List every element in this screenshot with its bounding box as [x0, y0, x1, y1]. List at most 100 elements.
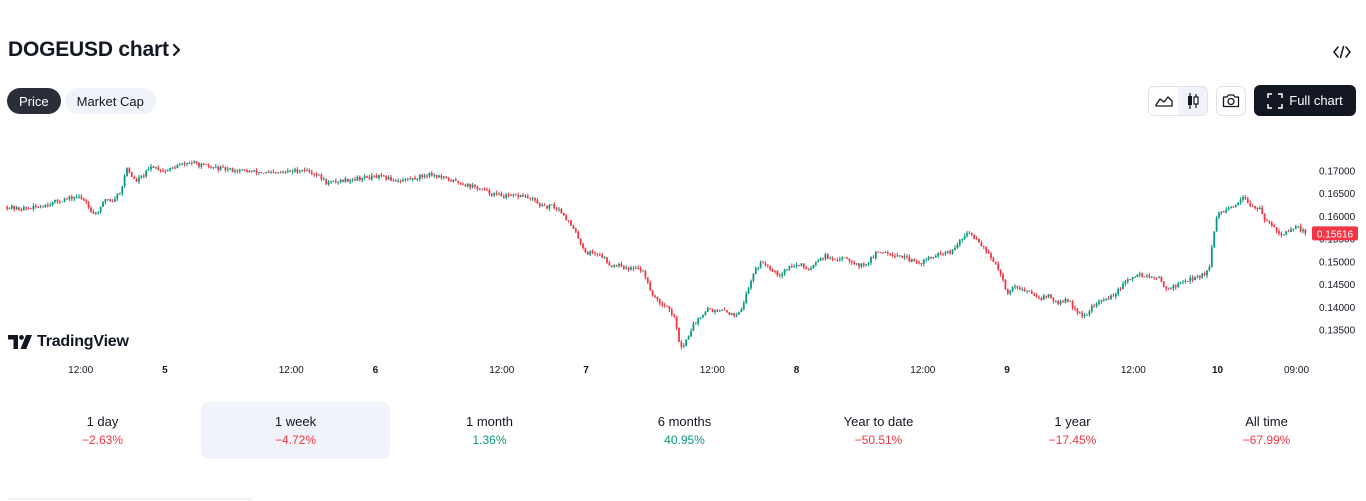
candle	[1201, 272, 1204, 279]
candle	[721, 309, 724, 311]
tab-market-cap[interactable]: Market Cap	[64, 88, 156, 114]
candle	[865, 263, 868, 267]
candle	[766, 264, 769, 268]
tradingview-logo[interactable]: TradingView	[8, 333, 129, 351]
candle	[930, 256, 932, 260]
candle	[579, 238, 582, 246]
candle	[757, 266, 760, 271]
candle	[781, 272, 784, 279]
candle	[306, 167, 308, 172]
candle	[1023, 287, 1026, 292]
candle	[169, 167, 172, 172]
candle	[27, 206, 30, 210]
last-price-label: 0.15616	[1317, 229, 1354, 240]
candle	[514, 193, 517, 196]
candle	[1059, 299, 1062, 306]
period-6-months[interactable]: 6 months 40.95%	[590, 402, 779, 459]
period-1-day[interactable]: 1 day −2.63%	[8, 402, 197, 459]
candle	[375, 173, 378, 179]
candle	[1186, 280, 1189, 282]
candle	[58, 199, 61, 205]
period-1-week[interactable]: 1 week −4.72%	[201, 402, 390, 459]
y-tick-label: 0.17000	[1319, 166, 1356, 177]
candle	[980, 240, 983, 247]
period-1-month[interactable]: 1 month 1.36%	[395, 402, 584, 459]
period-year-to-date[interactable]: Year to date −50.51%	[784, 402, 973, 459]
chart-title-link[interactable]: DOGEUSD chart	[8, 38, 182, 62]
candle	[308, 168, 311, 174]
candle	[406, 177, 409, 182]
candle	[1287, 229, 1290, 233]
candle	[711, 308, 714, 313]
candle	[145, 169, 148, 178]
candle	[577, 230, 580, 239]
candle	[438, 174, 440, 179]
snapshot-button[interactable]	[1216, 85, 1246, 116]
candle	[1215, 215, 1218, 232]
candle	[793, 264, 796, 268]
candle	[90, 205, 92, 213]
candle	[186, 162, 188, 166]
candle	[1182, 279, 1184, 285]
period-all-time[interactable]: All time −67.99%	[1172, 402, 1361, 459]
candle	[510, 193, 512, 196]
candle	[214, 164, 217, 169]
candle	[272, 169, 275, 174]
candle	[718, 309, 721, 312]
candle	[198, 161, 200, 169]
candle	[901, 255, 904, 259]
candle	[1148, 272, 1151, 279]
tab-price[interactable]: Price	[7, 88, 61, 114]
y-tick-label: 0.16000	[1319, 212, 1356, 223]
candle-style-button[interactable]	[1178, 86, 1207, 115]
candle	[1114, 292, 1117, 300]
candle	[829, 256, 832, 260]
candle	[1150, 276, 1153, 279]
embed-code-button[interactable]	[1328, 40, 1356, 64]
candle	[1256, 206, 1259, 212]
candle	[483, 187, 486, 191]
candle	[567, 220, 570, 223]
candle	[1038, 295, 1040, 300]
candle	[75, 194, 78, 199]
price-chart[interactable]: 0.170000.165000.160000.155000.150000.145…	[0, 128, 1366, 378]
candle	[402, 177, 404, 183]
candle	[205, 163, 208, 166]
candle	[764, 261, 767, 267]
candle	[298, 169, 301, 174]
candle	[488, 188, 491, 196]
x-tick-label: 12:00	[1121, 365, 1146, 376]
candle	[685, 339, 688, 347]
candle	[814, 261, 817, 267]
candle	[817, 258, 820, 263]
candle	[1237, 202, 1240, 206]
candle	[1263, 213, 1266, 223]
candle	[1218, 211, 1220, 220]
candle	[649, 280, 652, 292]
candle	[61, 201, 64, 203]
period-1-year[interactable]: 1 year −17.45%	[978, 402, 1167, 459]
candle	[853, 260, 856, 266]
last-price-marker: 0.15616	[1312, 226, 1358, 241]
candle	[572, 224, 575, 230]
page-title: DOGEUSD chart	[8, 38, 169, 61]
area-style-button[interactable]	[1149, 87, 1178, 115]
candle	[975, 236, 978, 240]
candle	[320, 173, 323, 182]
candle	[512, 193, 515, 198]
candle	[771, 268, 774, 273]
candle	[570, 219, 572, 226]
candle	[73, 196, 76, 202]
candle	[37, 206, 40, 209]
candle	[843, 257, 846, 259]
candle	[1064, 297, 1067, 304]
camera-icon	[1222, 94, 1240, 108]
candle	[30, 208, 32, 210]
candle	[207, 163, 210, 169]
candle	[944, 250, 947, 257]
candle	[97, 211, 100, 215]
full-chart-button[interactable]: Full chart	[1254, 85, 1356, 116]
candle	[1042, 293, 1045, 301]
period-change: −4.72%	[274, 433, 317, 447]
candle	[663, 302, 666, 308]
